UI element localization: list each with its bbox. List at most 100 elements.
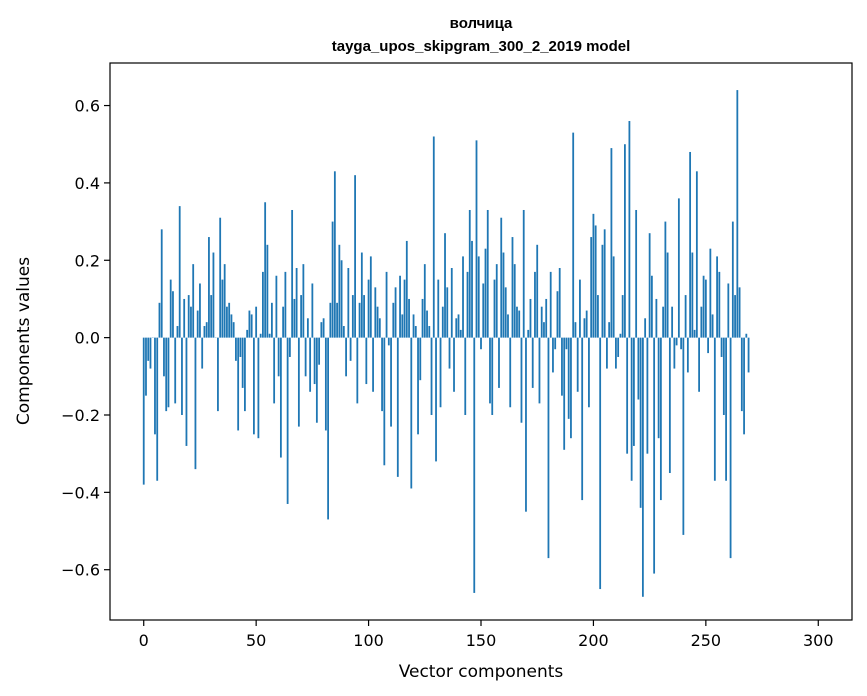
bar bbox=[273, 337, 276, 404]
bar bbox=[531, 337, 534, 388]
bar bbox=[244, 337, 246, 412]
bar bbox=[423, 264, 426, 338]
bar bbox=[621, 295, 624, 338]
bar bbox=[711, 314, 714, 338]
bar bbox=[563, 337, 566, 450]
bar bbox=[745, 333, 748, 338]
bar bbox=[259, 333, 262, 338]
bar bbox=[156, 337, 159, 481]
bar bbox=[720, 337, 723, 357]
bar bbox=[363, 295, 365, 338]
bar bbox=[603, 229, 606, 338]
y-tick-label: −0.6 bbox=[61, 561, 100, 580]
bar bbox=[556, 291, 559, 338]
y-tick-label: 0.4 bbox=[75, 174, 100, 193]
bar bbox=[291, 209, 294, 338]
bar bbox=[477, 256, 480, 338]
bar bbox=[585, 310, 588, 338]
bar bbox=[142, 337, 145, 485]
bar bbox=[309, 337, 312, 392]
bar bbox=[664, 221, 667, 338]
bar bbox=[255, 306, 258, 338]
bar bbox=[208, 237, 210, 338]
bar bbox=[183, 298, 186, 338]
bar bbox=[590, 237, 593, 338]
bar bbox=[390, 337, 392, 427]
bar bbox=[295, 268, 298, 338]
bar bbox=[709, 248, 712, 338]
bar bbox=[145, 337, 147, 396]
bar bbox=[495, 264, 498, 338]
bar bbox=[302, 264, 305, 338]
bar bbox=[178, 206, 181, 338]
bar bbox=[630, 337, 633, 481]
bar bbox=[695, 171, 698, 338]
bar bbox=[210, 295, 213, 338]
bar bbox=[565, 337, 568, 350]
bar bbox=[185, 337, 188, 446]
bar bbox=[158, 302, 161, 338]
bar bbox=[228, 302, 231, 338]
bar bbox=[475, 140, 478, 338]
bar bbox=[707, 337, 709, 354]
bar bbox=[579, 279, 581, 338]
bar bbox=[597, 295, 599, 338]
bar bbox=[154, 337, 156, 435]
bar bbox=[698, 337, 700, 392]
bar bbox=[405, 240, 408, 338]
bar bbox=[239, 337, 242, 357]
bar bbox=[369, 256, 372, 338]
bar bbox=[338, 244, 341, 338]
bar bbox=[340, 260, 343, 338]
bar bbox=[169, 279, 172, 338]
bar bbox=[498, 337, 500, 388]
bar bbox=[628, 121, 631, 338]
bar bbox=[194, 337, 197, 470]
bar bbox=[248, 310, 251, 338]
bar bbox=[396, 337, 399, 477]
bar bbox=[387, 337, 390, 346]
y-tick-label: 0.0 bbox=[75, 329, 100, 348]
bar bbox=[594, 225, 597, 338]
bar bbox=[221, 279, 224, 338]
bar bbox=[511, 237, 514, 338]
bar bbox=[738, 287, 741, 338]
bar bbox=[315, 337, 318, 423]
bar bbox=[349, 337, 352, 361]
bar bbox=[716, 256, 718, 338]
bar bbox=[345, 337, 347, 377]
bar bbox=[446, 287, 449, 338]
bar bbox=[250, 314, 253, 338]
bar bbox=[606, 337, 608, 369]
bar bbox=[729, 337, 732, 559]
bar bbox=[313, 337, 316, 385]
bar bbox=[426, 310, 428, 338]
bar bbox=[331, 221, 334, 338]
bar bbox=[527, 329, 530, 338]
bar bbox=[675, 337, 678, 346]
bar bbox=[320, 322, 323, 338]
bar bbox=[601, 244, 604, 338]
bar bbox=[682, 337, 685, 535]
bar bbox=[522, 209, 525, 338]
y-tick-label: 0.6 bbox=[75, 97, 100, 116]
bar bbox=[297, 337, 300, 427]
bar bbox=[624, 144, 626, 338]
bar bbox=[351, 295, 354, 338]
bar bbox=[441, 306, 444, 338]
bar bbox=[520, 337, 523, 423]
bar bbox=[659, 337, 662, 501]
bar bbox=[657, 337, 660, 439]
bar bbox=[592, 213, 595, 338]
bar bbox=[428, 326, 431, 338]
bar bbox=[394, 287, 397, 338]
bar bbox=[235, 337, 237, 361]
bar bbox=[201, 337, 204, 369]
bar bbox=[401, 314, 404, 338]
bar bbox=[673, 337, 676, 369]
bar bbox=[464, 337, 467, 415]
bar bbox=[599, 337, 602, 590]
bar bbox=[482, 283, 485, 338]
bar bbox=[372, 337, 374, 392]
bar bbox=[588, 337, 590, 408]
